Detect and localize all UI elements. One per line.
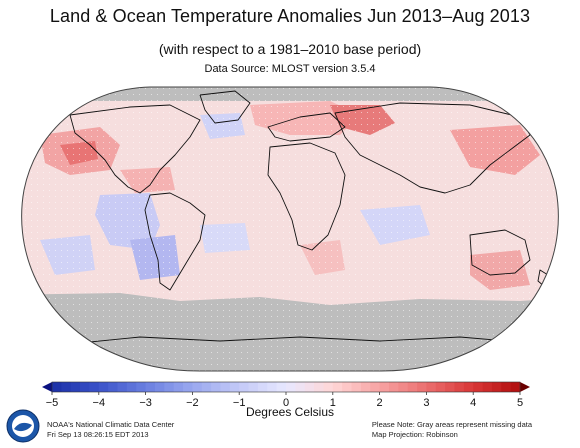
colorbar-swatch — [445, 382, 455, 392]
colorbar-swatch — [388, 382, 399, 392]
anomaly-field — [21, 87, 559, 371]
map-title: Land & Ocean Temperature Anomalies Jun 2… — [49, 6, 531, 26]
colorbar-swatch — [510, 382, 521, 392]
map-subtitle: (with respect to a 1981–2010 base period… — [158, 41, 422, 57]
colorbar-swatch — [154, 382, 165, 392]
colorbar-high-arrow — [520, 382, 530, 392]
world-map — [0, 75, 580, 375]
colorbar-swatch — [98, 382, 109, 392]
colorbar-swatch — [463, 382, 474, 392]
coastlines — [59, 90, 549, 346]
colorbar-swatch — [342, 382, 352, 392]
colorbar-swatch — [229, 382, 240, 392]
colorbar-swatch — [211, 382, 221, 392]
colorbar-tick-label: 2 — [377, 397, 383, 408]
south-america — [144, 192, 206, 291]
colorbar-swatch — [164, 382, 175, 392]
colorbar-tick-label: −1 — [233, 397, 246, 408]
colorbar-swatch — [239, 382, 249, 392]
north-america — [69, 104, 201, 194]
colorbar-swatch — [314, 382, 324, 392]
colorbar-tick-label: 0 — [283, 397, 289, 408]
africa — [267, 142, 346, 251]
colorbar-swatch — [323, 382, 334, 392]
colorbar-swatch — [201, 382, 212, 392]
colorbar: −5 −4 −3 −2 −1 0 1 2 3 4 5 — [0, 376, 580, 426]
colorbar-low-arrow — [42, 382, 52, 392]
colorbar-swatch — [473, 382, 483, 392]
footer-agency: NOAA's National Climatic Data Center — [47, 420, 175, 429]
noaa-logo-svg — [6, 409, 40, 443]
footer-projection: Map Projection: Robinson — [371, 430, 458, 439]
colorbar-swatch — [501, 382, 512, 392]
colorbar-tick-label: 1 — [330, 397, 336, 408]
footer-timestamp: Fri Sep 13 08:26:15 EDT 2013 — [47, 430, 149, 439]
colorbar-swatch — [192, 382, 203, 392]
colorbar-swatch — [80, 382, 90, 392]
colorbar-tick-label: −2 — [186, 397, 199, 408]
robinson-map-svg — [21, 86, 559, 372]
colorbar-swatch — [370, 382, 380, 392]
australia — [469, 229, 531, 276]
colorbar-swatch — [482, 382, 493, 392]
colorbar-swatch — [304, 382, 315, 392]
colorbar-swatch — [276, 382, 287, 392]
colorbar-swatch — [248, 382, 259, 392]
colorbar-swatch — [379, 382, 390, 392]
colorbar-swatch — [267, 382, 278, 392]
colorbar-swatch — [398, 382, 409, 392]
colorbar-swatch — [407, 382, 418, 392]
colorbar-swatch — [351, 382, 362, 392]
colorbar-swatch — [173, 382, 184, 392]
colorbar-swatch — [117, 382, 128, 392]
colorbar-swatch — [257, 382, 268, 392]
colorbar-tick-label: −4 — [93, 397, 106, 408]
colorbar-swatch — [89, 382, 100, 392]
significance-stipple — [21, 87, 559, 371]
colorbar-swatch — [491, 382, 502, 392]
colorbar-swatch — [61, 382, 72, 392]
colorbar-swatch — [136, 382, 146, 392]
data-source: Data Source: MLOST version 3.5.4 — [204, 63, 376, 75]
antarctica-coast — [59, 336, 531, 346]
greenland — [199, 90, 251, 124]
asia — [334, 102, 531, 194]
colorbar-swatch — [332, 382, 343, 392]
colorbar-swatch — [220, 382, 231, 392]
colorbar-swatch — [360, 382, 371, 392]
colorbar-tick-label: −3 — [139, 397, 152, 408]
colorbar-label: Degrees Celsius — [245, 405, 335, 419]
footer-note: Please Note: Gray areas represent missin… — [371, 420, 532, 429]
colorbar-swatch — [426, 382, 437, 392]
colorbar-swatch — [435, 382, 446, 392]
footer-right: Please Note: Gray areas represent missin… — [372, 420, 532, 440]
colorbar-tick-label: 5 — [517, 397, 523, 408]
colorbar-svg: −5 −4 −3 −2 −1 0 1 2 3 4 5 — [42, 381, 530, 409]
colorbar-swatch — [70, 382, 81, 392]
colorbar-swatch — [454, 382, 465, 392]
colorbar-tick-label: 3 — [423, 397, 429, 408]
colorbar-swatch — [286, 382, 296, 392]
colorbar-swatch — [108, 382, 118, 392]
colorbar-swatch — [417, 382, 427, 392]
colorbar-swatch — [52, 382, 62, 392]
europe — [267, 112, 346, 142]
footer-left: NOAA's National Climatic Data Center Fri… — [47, 420, 174, 440]
colorbar-swatch — [183, 382, 193, 392]
colorbar-swatch — [295, 382, 306, 392]
colorbar-tick-label: −5 — [46, 397, 59, 408]
colorbar-tick-label: 4 — [470, 397, 476, 408]
map-border — [21, 86, 559, 372]
colorbar-swatch — [145, 382, 156, 392]
colorbar-swatch — [126, 382, 137, 392]
noaa-logo-icon — [6, 409, 40, 448]
